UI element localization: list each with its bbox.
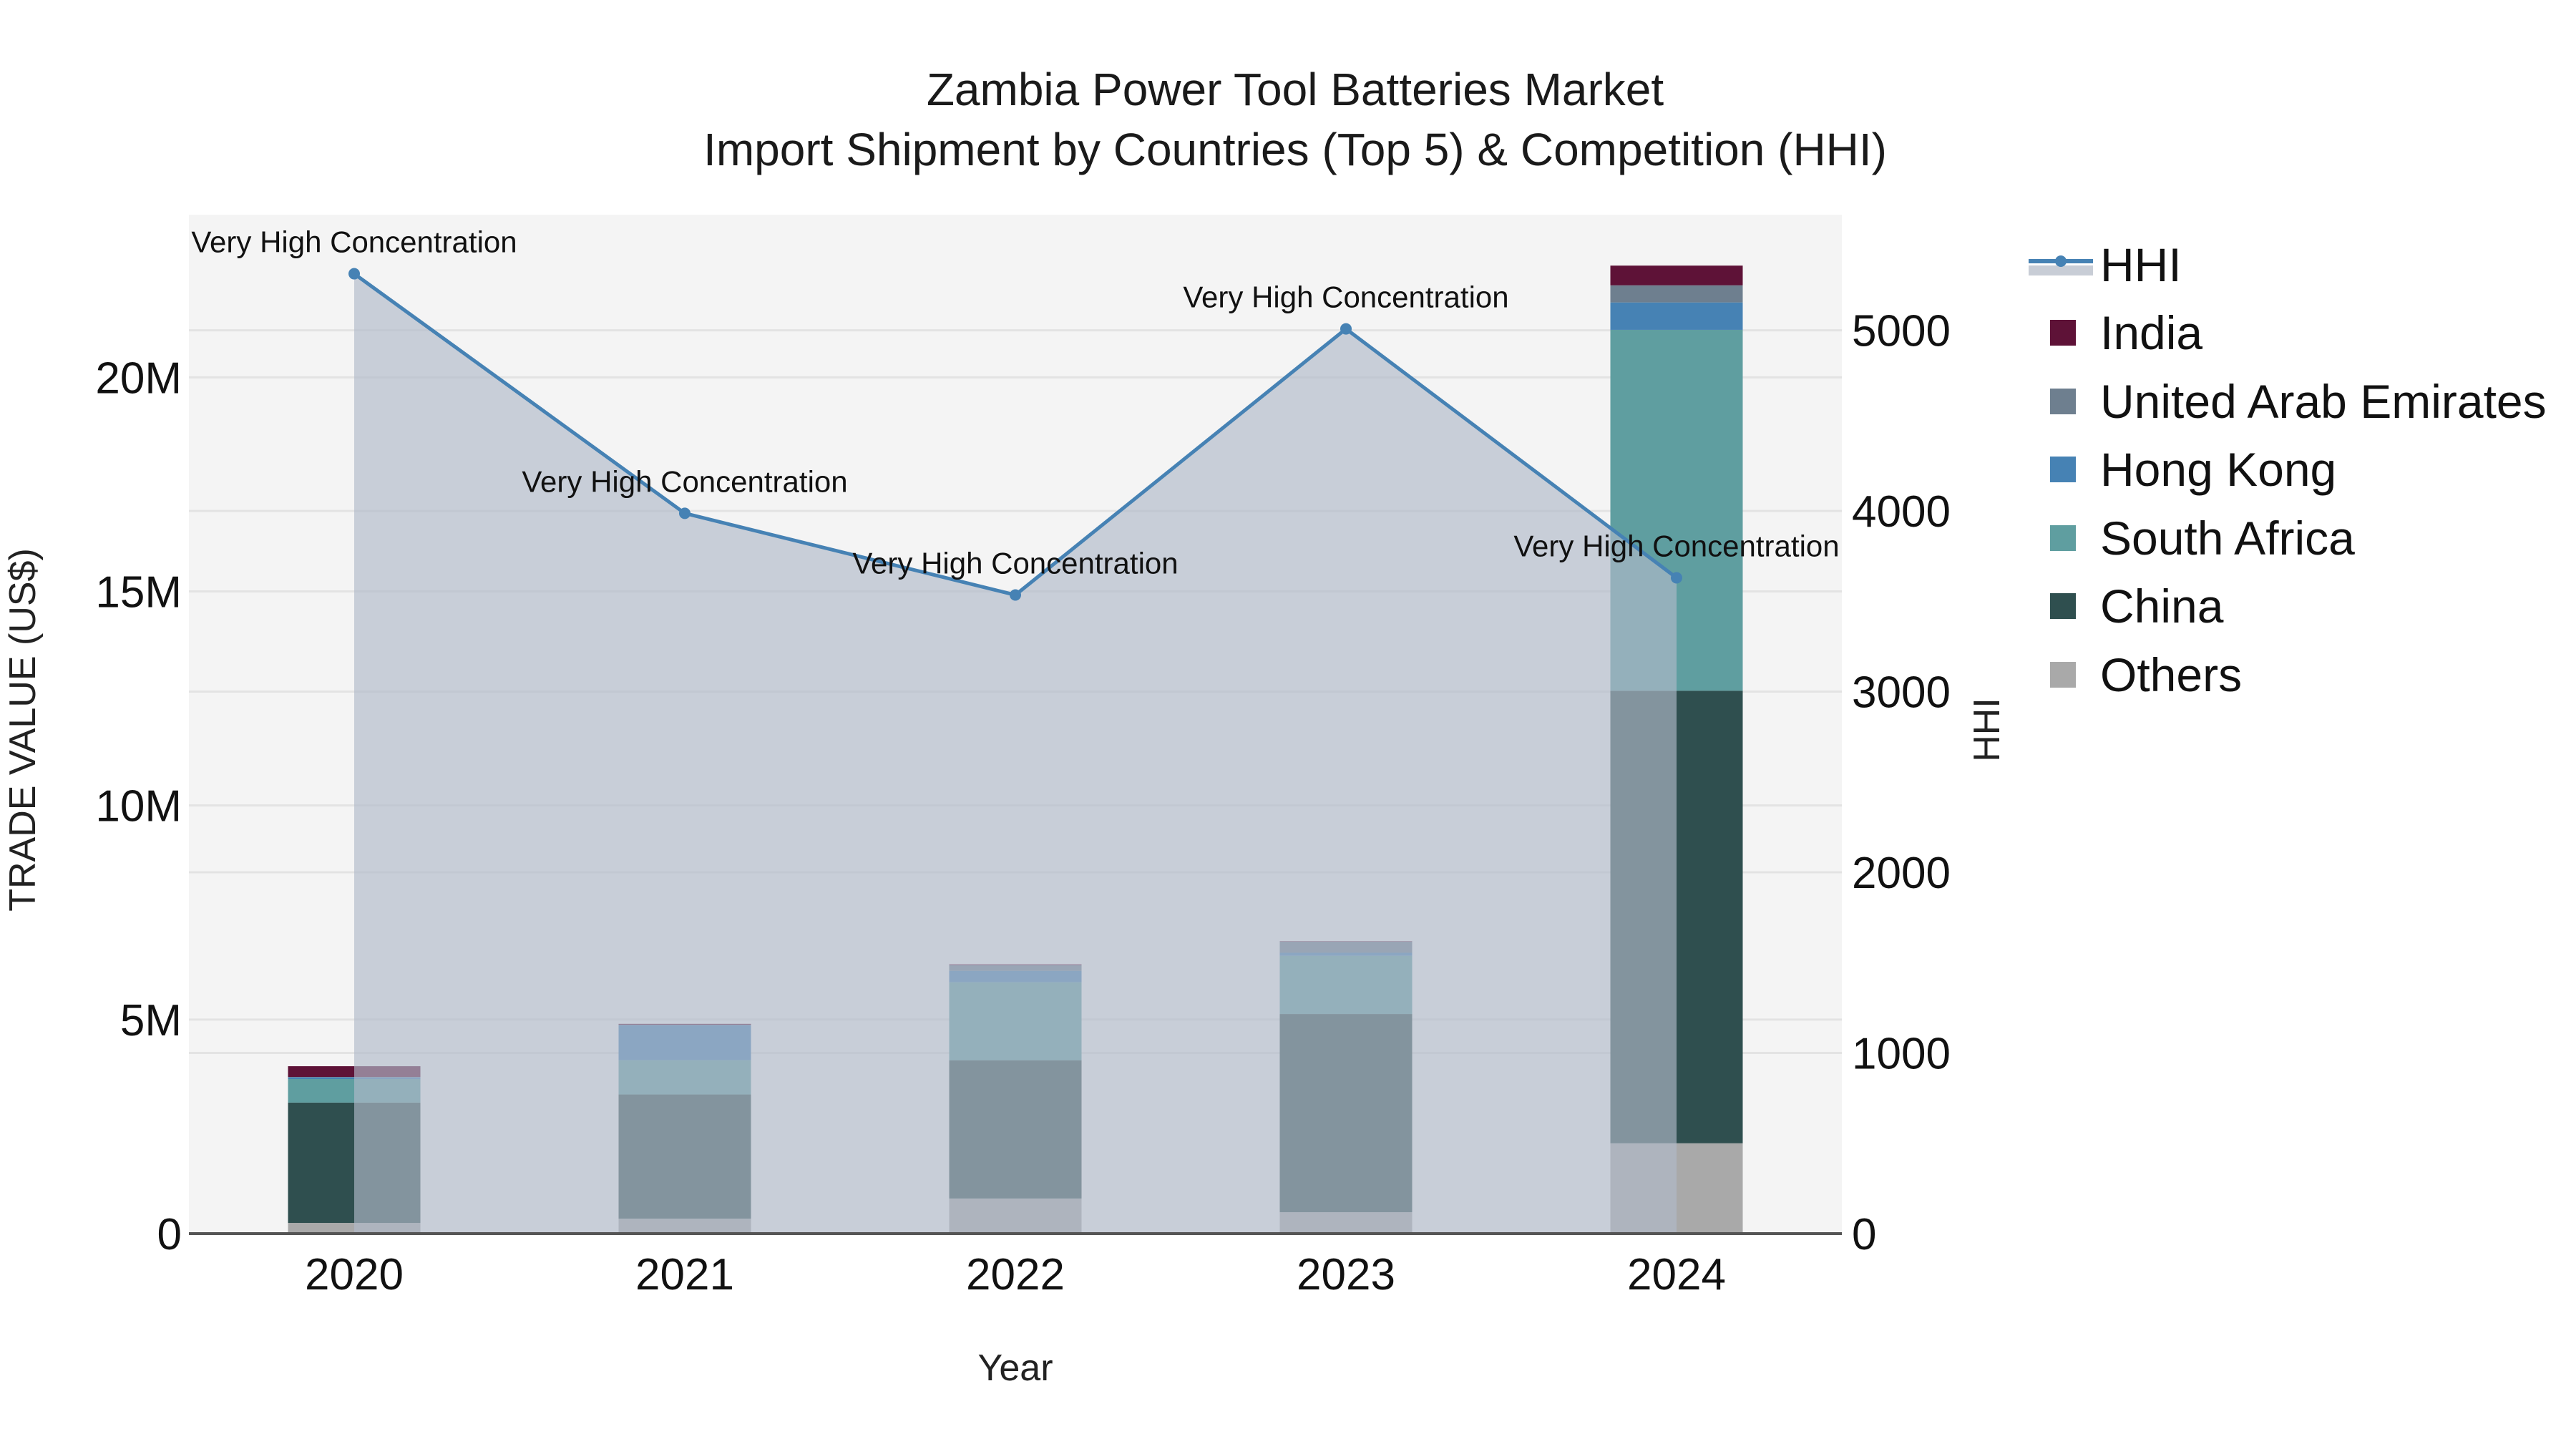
color-swatch-icon [2050, 661, 2076, 688]
hhi-annotation: Very High Concentration [852, 546, 1178, 580]
y2-tick-label: 0 [1852, 1210, 1876, 1259]
legend-item-others[interactable]: Others [2029, 640, 2547, 709]
line-marker-icon [2029, 254, 2093, 275]
y2-tick-label: 5000 [1852, 307, 1951, 356]
hhi-point-marker[interactable] [679, 507, 691, 519]
y2-tick-label: 3000 [1852, 668, 1951, 718]
hhi-point-marker[interactable] [348, 268, 360, 280]
hhi-annotation: Very High Concentration [1513, 529, 1839, 562]
color-swatch-icon [2050, 593, 2076, 620]
y-tick-label: 20M [95, 353, 182, 403]
x-tick-label: 2024 [1627, 1250, 1726, 1299]
color-swatch-icon [2050, 525, 2076, 551]
hhi-annotation: Very High Concentration [191, 225, 517, 259]
legend-label: South Africa [2100, 511, 2355, 565]
axes: 0 5M 10M 15M 20M 0 1000 2000 3000 4000 5000 2020 202… [95, 307, 1951, 1299]
x-axis-title: Year [977, 1347, 1053, 1389]
y-axis-title: TRADE VALUE (US$) [2, 548, 44, 912]
y2-tick-label: 4000 [1852, 487, 1951, 537]
hhi-line-series [348, 268, 1682, 1234]
color-swatch-icon [2050, 388, 2076, 414]
legend-item-uae[interactable]: United Arab Emirates [2029, 367, 2547, 436]
x-tick-label: 2021 [635, 1250, 734, 1299]
legend-label: HHI [2100, 238, 2182, 291]
legend-label: India [2100, 306, 2203, 360]
legend-label: United Arab Emirates [2100, 374, 2547, 428]
y-tick-label: 15M [95, 568, 182, 618]
legend-item-china[interactable]: China [2029, 572, 2547, 641]
legend-label: China [2100, 580, 2224, 633]
legend: HHI India United Arab Emirates Hong Kong… [2029, 230, 2547, 709]
x-tick-label: 2023 [1297, 1250, 1395, 1299]
y2-tick-label: 2000 [1852, 849, 1951, 898]
hhi-point-marker[interactable] [1010, 589, 1021, 601]
y2-axis-title: HHI [1966, 698, 2008, 762]
bar-segment[interactable] [1610, 302, 1743, 330]
hhi-annotation: Very High Concentration [522, 464, 847, 498]
y-tick-label: 10M [95, 782, 182, 831]
legend-item-hong-kong[interactable]: Hong Kong [2029, 436, 2547, 504]
y-tick-label: 0 [157, 1210, 182, 1259]
legend-item-south-africa[interactable]: South Africa [2029, 504, 2547, 572]
hhi-annotations: Very High Concentration Very High Concent… [191, 225, 1839, 580]
hhi-point-marker[interactable] [1340, 323, 1352, 335]
hhi-point-marker[interactable] [1671, 572, 1682, 584]
chart-subtitle: Import Shipment by Countries (Top 5) & C… [703, 124, 1887, 175]
y-tick-label: 5M [120, 996, 182, 1045]
y2-tick-label: 1000 [1852, 1030, 1951, 1079]
legend-label: Hong Kong [2100, 443, 2337, 497]
bar-segment[interactable] [1610, 265, 1743, 286]
legend-item-hhi[interactable]: HHI [2029, 230, 2547, 299]
color-swatch-icon [2050, 320, 2076, 346]
hhi-annotation: Very High Concentration [1183, 280, 1508, 314]
chart-title: Zambia Power Tool Batteries Market [926, 64, 1664, 115]
legend-item-india[interactable]: India [2029, 299, 2547, 368]
legend-label: Others [2100, 648, 2243, 701]
x-tick-label: 2022 [966, 1250, 1065, 1299]
color-swatch-icon [2050, 457, 2076, 483]
bar-segment[interactable] [1610, 285, 1743, 303]
x-tick-label: 2020 [305, 1250, 404, 1299]
